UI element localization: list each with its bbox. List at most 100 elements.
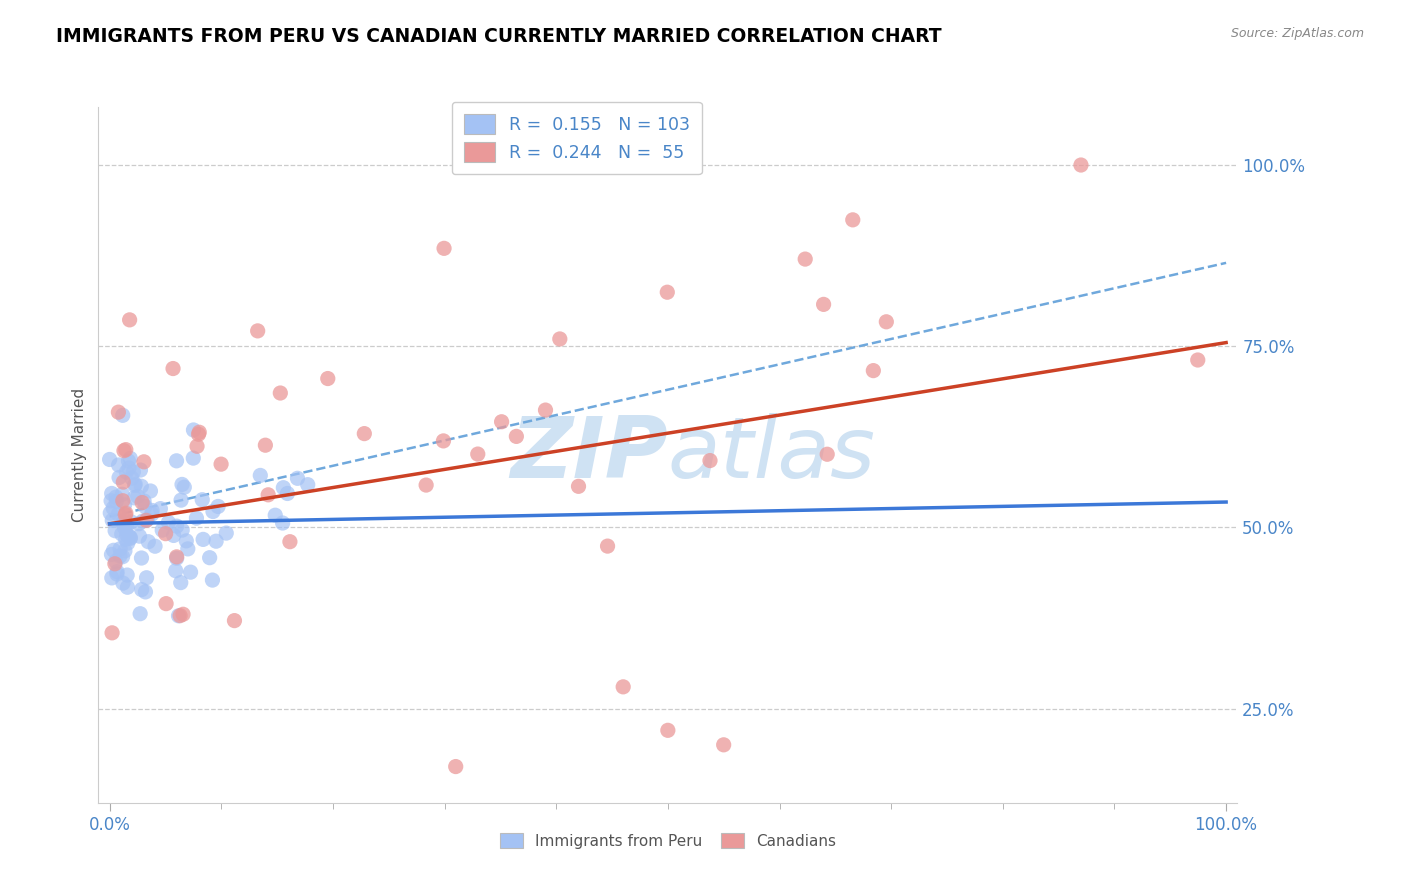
Point (114, 544, 136, 558)
Point (111, 409, 134, 423)
Point (297, 477, 319, 491)
Point (415, 478, 437, 492)
Point (167, 608, 190, 623)
Point (135, 571, 157, 585)
Point (862, 363, 884, 377)
Point (101, 625, 124, 640)
Point (132, 494, 155, 508)
Point (180, 565, 202, 579)
Point (118, 313, 141, 327)
Point (149, 501, 172, 516)
Point (115, 465, 138, 479)
Text: atlas: atlas (668, 413, 876, 497)
Y-axis label: Currently Married: Currently Married (72, 388, 87, 522)
Point (166, 454, 188, 468)
Point (207, 500, 229, 514)
Point (188, 425, 211, 440)
Point (104, 524, 127, 538)
Point (269, 386, 291, 401)
Point (491, 415, 513, 429)
Point (215, 526, 238, 541)
Point (699, 453, 721, 467)
Point (173, 480, 195, 494)
Point (287, 471, 309, 485)
Point (108, 470, 131, 484)
Point (101, 513, 124, 527)
Point (127, 489, 149, 503)
Point (713, 738, 735, 752)
Point (128, 529, 150, 543)
Point (129, 463, 152, 477)
Point (815, 447, 838, 461)
Point (114, 513, 136, 527)
Point (120, 515, 142, 529)
Point (107, 405, 129, 419)
Point (114, 508, 136, 522)
Point (121, 471, 143, 485)
Point (534, 403, 557, 417)
Point (132, 455, 155, 469)
Text: Source: ZipAtlas.com: Source: ZipAtlas.com (1230, 27, 1364, 40)
Point (166, 551, 188, 566)
Point (198, 550, 221, 565)
Point (162, 361, 184, 376)
Point (177, 541, 200, 556)
Point (169, 608, 191, 623)
Point (114, 533, 136, 547)
Point (108, 549, 131, 563)
Point (170, 575, 193, 590)
Point (271, 516, 294, 530)
Point (842, 212, 865, 227)
Point (165, 564, 187, 578)
Point (124, 478, 146, 492)
Point (166, 519, 188, 533)
Point (98, 506, 121, 520)
Point (105, 494, 128, 508)
Point (150, 523, 173, 537)
Point (104, 490, 127, 504)
Point (205, 534, 228, 549)
Point (254, 438, 277, 452)
Point (278, 534, 301, 549)
Point (505, 429, 527, 443)
Point (111, 576, 134, 591)
Point (155, 526, 177, 541)
Point (353, 426, 375, 441)
Point (111, 549, 134, 564)
Point (183, 423, 205, 437)
Point (100, 486, 122, 500)
Point (107, 507, 129, 521)
Point (163, 528, 186, 542)
Point (120, 451, 142, 466)
Point (567, 479, 589, 493)
Point (139, 483, 162, 498)
Point (105, 565, 128, 579)
Point (100, 493, 122, 508)
Point (115, 520, 138, 534)
Point (596, 539, 619, 553)
Point (129, 607, 152, 621)
Point (104, 554, 127, 568)
Point (117, 536, 139, 550)
Point (104, 557, 127, 571)
Point (813, 297, 835, 311)
Point (657, 723, 679, 738)
Point (118, 461, 141, 475)
Point (131, 479, 153, 493)
Point (170, 493, 193, 508)
Point (432, 434, 454, 448)
Point (115, 527, 138, 541)
Point (176, 533, 198, 548)
Text: ZIP: ZIP (510, 413, 668, 497)
Point (118, 529, 141, 543)
Point (186, 511, 208, 525)
Legend: Immigrants from Peru, Canadians: Immigrants from Peru, Canadians (491, 823, 845, 858)
Point (117, 454, 139, 468)
Point (657, 285, 679, 300)
Point (134, 585, 156, 599)
Point (114, 498, 136, 512)
Point (128, 516, 150, 531)
Point (191, 533, 214, 547)
Point (112, 475, 135, 489)
Point (155, 597, 177, 611)
